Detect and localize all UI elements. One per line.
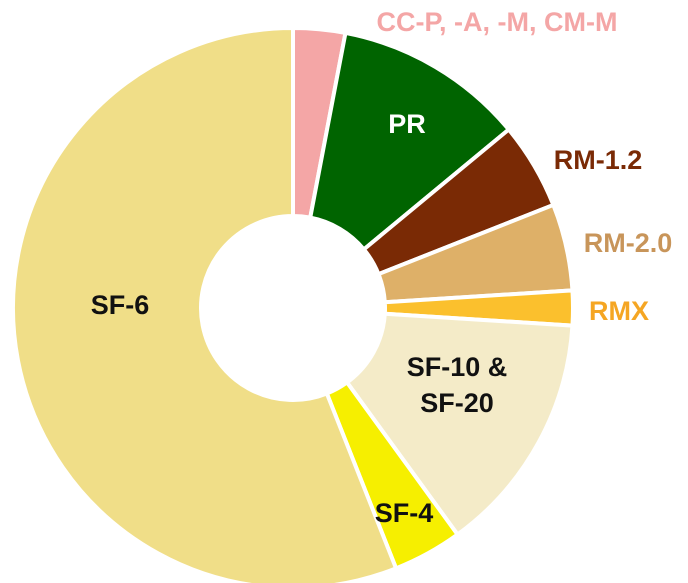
- slice-label: SF-6: [90, 290, 150, 320]
- slice-label: CC-P, -A, -M, CM-M: [376, 7, 618, 37]
- slice-label: RM-2.0: [583, 228, 673, 258]
- slice-label: RM-1.2: [553, 145, 643, 175]
- slice: [307, 30, 512, 253]
- slice-label: SF-4: [374, 498, 434, 528]
- slice-label: PR: [388, 109, 426, 139]
- slice-label: SF-10 & SF-20: [406, 352, 508, 418]
- slice: [11, 25, 399, 583]
- slice-label: RMX: [589, 296, 649, 326]
- slice: [344, 311, 575, 538]
